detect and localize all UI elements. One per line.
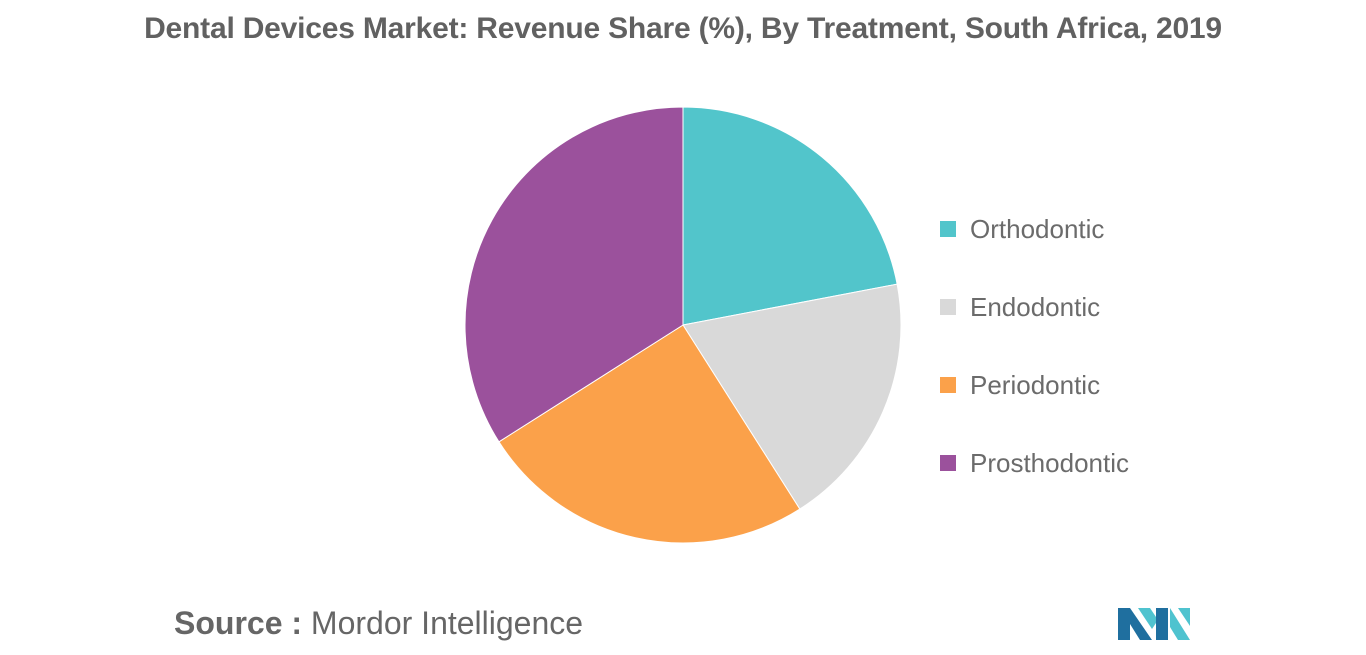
legend: Orthodontic Endodontic Periodontic Prost… (940, 190, 1129, 502)
source-text: Mordor Intelligence (310, 605, 584, 641)
pie-slice-orthodontic (682, 106, 898, 326)
legend-swatch-orthodontic (940, 221, 956, 237)
mordor-intelligence-logo-icon (1118, 608, 1190, 640)
pie-slice-prosthodontic (464, 106, 684, 443)
legend-item-prosthodontic: Prosthodontic (940, 424, 1129, 502)
legend-swatch-prosthodontic (940, 455, 956, 471)
legend-item-endodontic: Endodontic (940, 268, 1129, 346)
pie-slice-endodontic (682, 283, 902, 510)
legend-label-endodontic: Endodontic (970, 291, 1101, 322)
legend-label-periodontic: Periodontic (970, 369, 1101, 400)
legend-item-periodontic: Periodontic (940, 346, 1129, 424)
pie-slice-periodontic (498, 324, 801, 544)
legend-label-prosthodontic: Prosthodontic (970, 447, 1129, 478)
legend-swatch-endodontic (940, 299, 956, 315)
chart-title: Dental Devices Market: Revenue Share (%)… (144, 12, 1222, 45)
legend-item-orthodontic: Orthodontic (940, 190, 1129, 268)
legend-swatch-periodontic (940, 377, 956, 393)
source-label: Source : (174, 605, 303, 641)
legend-label-orthodontic: Orthodontic (970, 213, 1105, 244)
source-note: Source : Mordor Intelligence (174, 605, 583, 642)
